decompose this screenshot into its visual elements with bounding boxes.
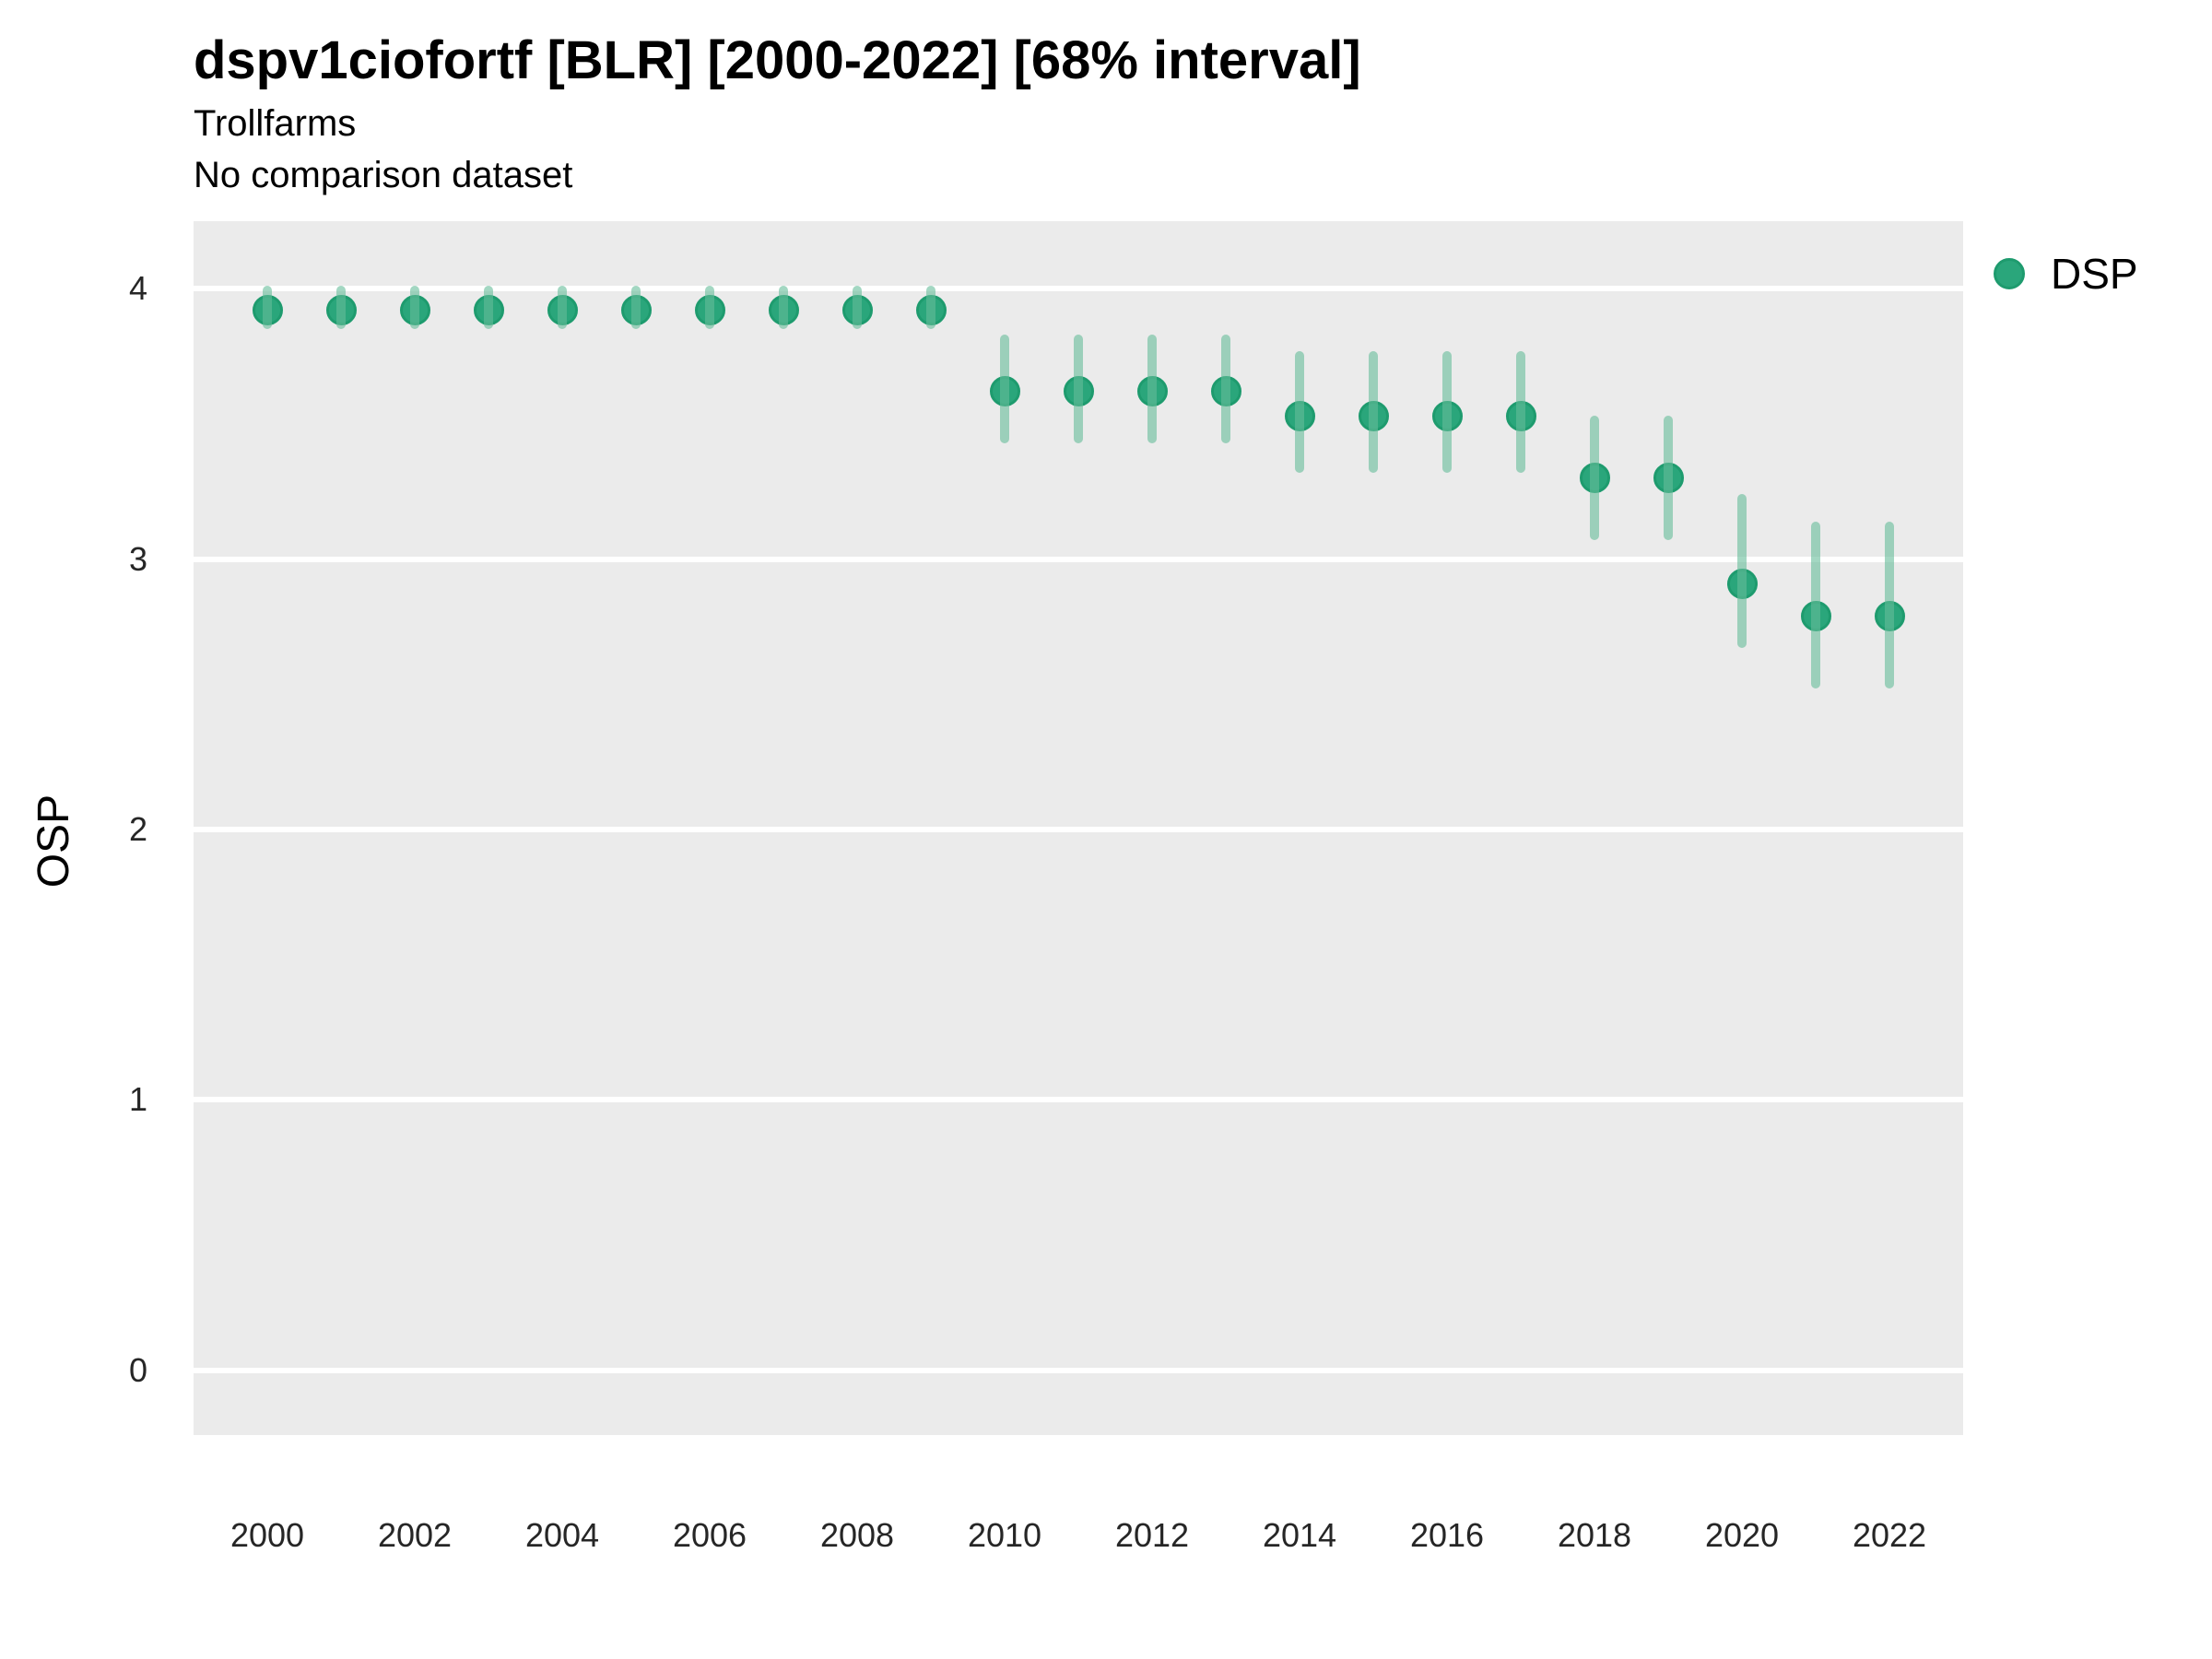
x-tick-label: 2000 — [229, 1516, 305, 1554]
error-bar — [779, 286, 788, 330]
error-bar — [1664, 416, 1673, 541]
x-tick-label: 2020 — [1704, 1516, 1780, 1554]
error-bar — [1074, 335, 1083, 443]
error-bar — [1516, 350, 1525, 473]
x-tick-label: 2016 — [1409, 1516, 1485, 1554]
chart-subtitle: Trollfarms — [194, 103, 357, 144]
y-tick-label: 0 — [128, 1350, 147, 1389]
error-bar — [1369, 350, 1378, 473]
error-bar — [336, 286, 346, 330]
error-bar — [1295, 350, 1304, 473]
x-tick-label: 2008 — [819, 1516, 895, 1554]
y-tick-label: 2 — [128, 809, 147, 848]
y-gridline — [194, 286, 1963, 292]
error-bar — [1000, 335, 1009, 443]
error-bar — [705, 286, 714, 330]
x-tick-label: 2010 — [967, 1516, 1042, 1554]
y-gridline — [194, 556, 1963, 562]
legend-entry-label: DSP — [2051, 250, 2138, 298]
y-tick-label: 3 — [128, 539, 147, 578]
error-bar — [1885, 521, 1894, 689]
error-bar — [410, 286, 419, 330]
y-gridline — [194, 826, 1963, 832]
chart-title: dspv1ciofortf [BLR] [2000-2022] [68% int… — [194, 30, 1361, 90]
legend: DSP — [1994, 249, 2138, 299]
error-bar — [1590, 416, 1599, 541]
x-tick-label: 2002 — [377, 1516, 453, 1554]
x-tick-label: 2012 — [1114, 1516, 1190, 1554]
x-tick-label: 2004 — [524, 1516, 600, 1554]
plot-panel — [194, 221, 1963, 1435]
y-gridline — [194, 1367, 1963, 1373]
chart-subtitle-note: No comparison dataset — [194, 155, 573, 195]
y-tick-label: 4 — [128, 269, 147, 308]
error-bar — [853, 286, 862, 330]
error-bar — [1442, 350, 1452, 473]
error-bar — [1811, 521, 1820, 689]
x-tick-label: 2014 — [1262, 1516, 1337, 1554]
error-bar — [1221, 335, 1230, 443]
error-bar — [263, 286, 272, 330]
error-bar — [484, 286, 493, 330]
y-tick-label: 1 — [128, 1080, 147, 1119]
error-bar — [926, 286, 935, 330]
error-bar — [1147, 335, 1157, 443]
y-gridline — [194, 1097, 1963, 1103]
x-tick-label: 2006 — [672, 1516, 747, 1554]
x-tick-label: 2018 — [1557, 1516, 1632, 1554]
error-bar — [558, 286, 567, 330]
x-tick-label: 2022 — [1852, 1516, 1927, 1554]
error-bar — [1737, 494, 1747, 649]
legend-key-dot — [1994, 258, 2025, 289]
error-bar — [631, 286, 641, 330]
